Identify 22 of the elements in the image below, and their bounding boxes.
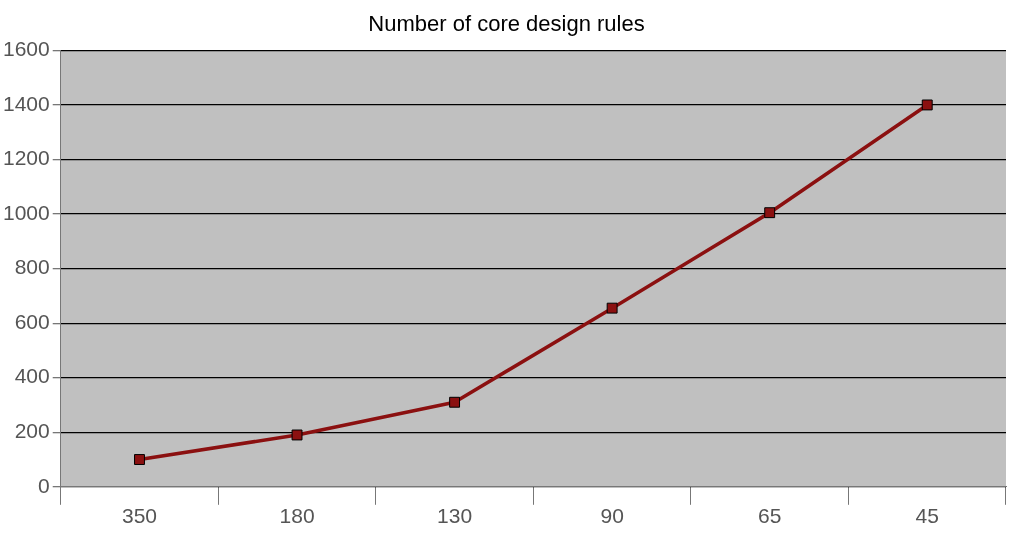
point [921,99,933,111]
x-tick-label: 130 [437,504,473,528]
y-tick-label: 1400 [3,91,50,115]
point [291,429,303,441]
point [606,302,618,314]
x-tick-label: 65 [758,504,782,528]
point [449,396,461,408]
y-tick-label: 0 [38,473,50,497]
y-tick-label: 1000 [3,200,50,224]
y-tick-label: 1200 [3,146,50,170]
point [764,207,776,219]
point [134,454,145,465]
chart-title: Number of core design rules [368,11,645,37]
x-tick-label: 90 [600,504,624,528]
y-tick-label: 600 [14,309,50,333]
x-tick-label: 45 [915,504,939,528]
y-tick-label: 800 [14,255,50,279]
y-tick-label: 1600 [3,37,50,61]
y-tick-label: 400 [14,364,50,388]
x-tick-label: 350 [121,504,158,528]
x-tick-label: 180 [279,504,315,528]
y-tick-label: 200 [14,419,50,443]
